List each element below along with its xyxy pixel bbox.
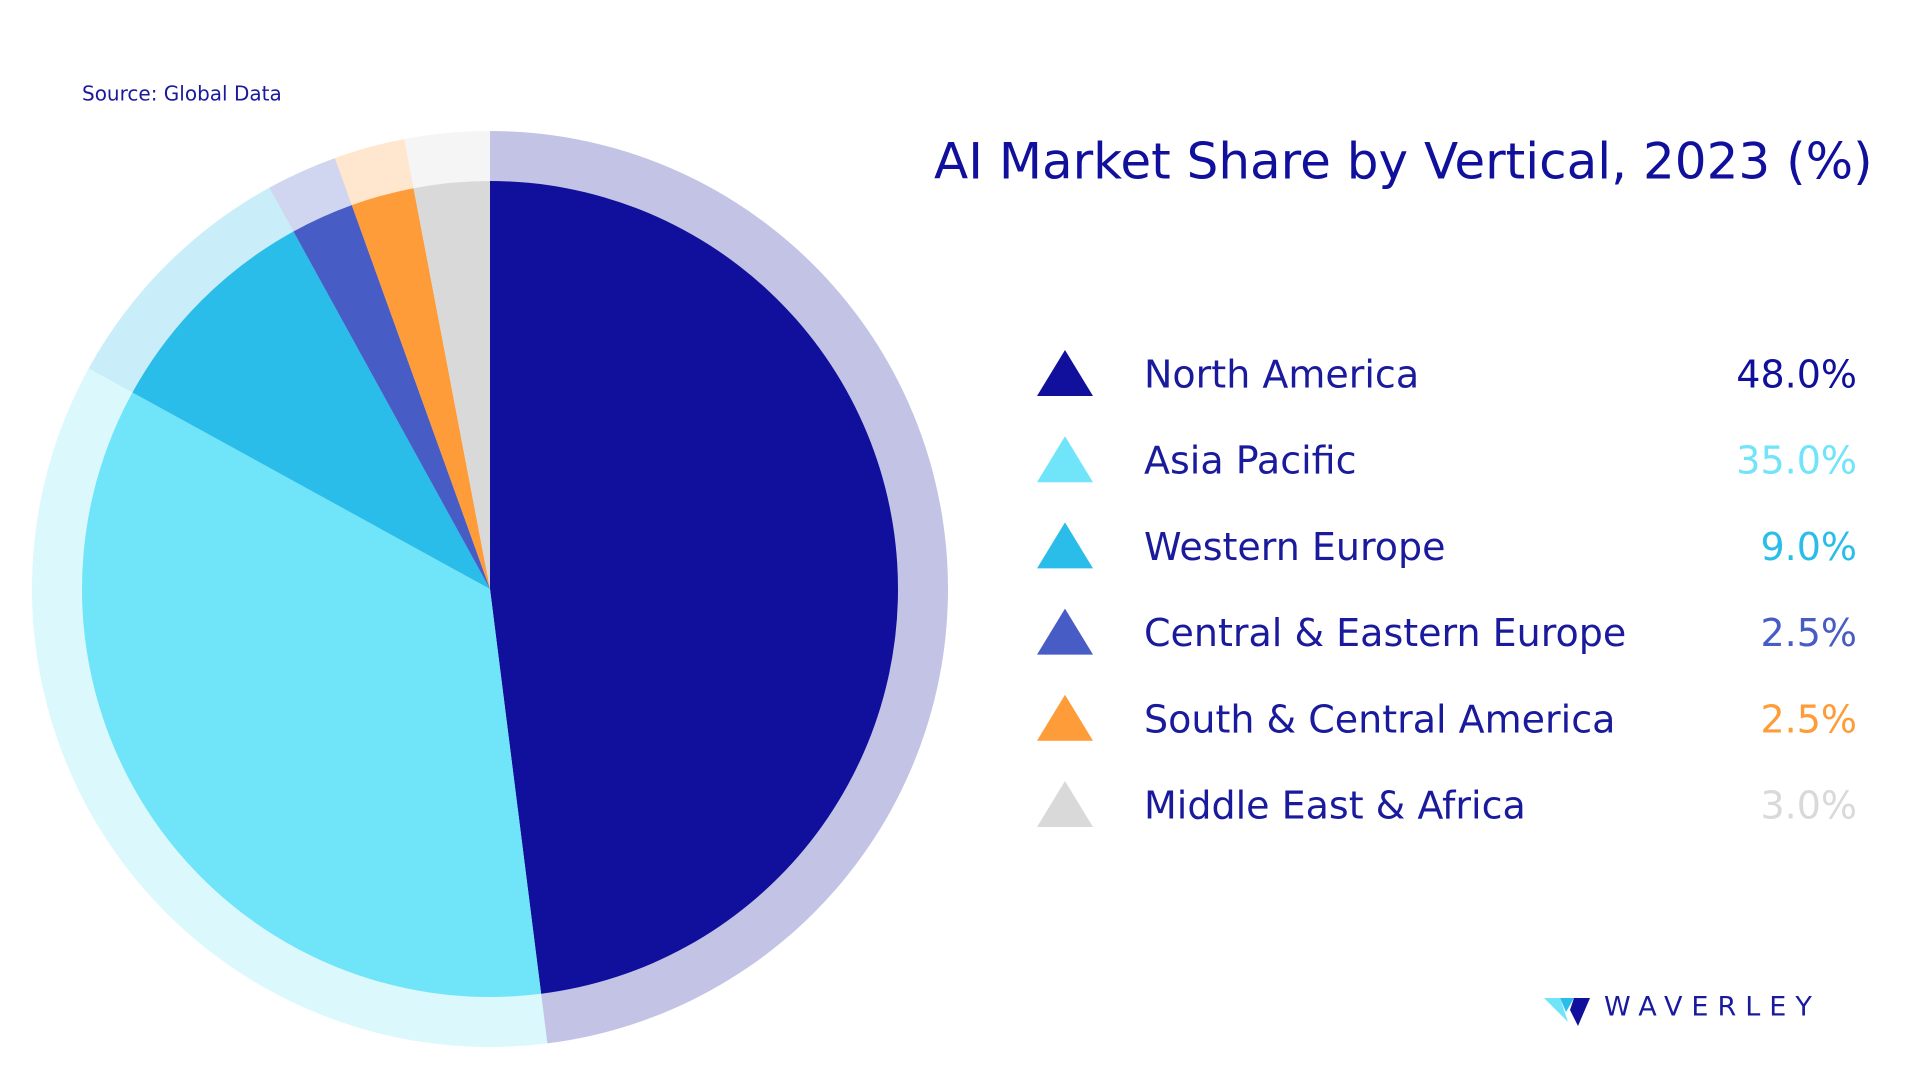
legend-marker	[1037, 608, 1093, 655]
pie-slice	[132, 231, 491, 590]
legend-label: Central & Eastern Europe	[1144, 611, 1626, 655]
legend-marker	[1037, 436, 1093, 483]
pie-slice	[293, 205, 490, 589]
chart-title: AI Market Share by Vertical, 2023 (%)	[934, 133, 1873, 191]
legend-marker	[1037, 694, 1093, 741]
value-label: 9.0%	[1760, 525, 1857, 569]
logo-mark	[1570, 998, 1590, 1026]
pie-slice	[351, 188, 490, 589]
legend-marker	[1037, 781, 1093, 827]
pie-slice	[413, 181, 490, 589]
logo-mark	[1560, 998, 1574, 1012]
value-label: 3.0%	[1760, 784, 1857, 828]
legend-label: Asia Pacific	[1144, 439, 1357, 483]
value-label: 2.5%	[1760, 611, 1857, 655]
value-label: 35.0%	[1736, 439, 1857, 483]
pie-slice	[490, 181, 899, 994]
source-note: Source: Global Data	[82, 82, 282, 106]
pie-slice	[81, 392, 542, 998]
value-label: 48.0%	[1736, 353, 1857, 397]
legend-marker	[1037, 350, 1093, 396]
logo: WAVERLEY	[1544, 992, 1821, 1026]
value-label: 2.5%	[1760, 697, 1857, 741]
legend-label: Western Europe	[1144, 525, 1446, 569]
legend-marker	[1037, 522, 1093, 569]
legend-label: South & Central America	[1144, 697, 1615, 741]
legend-label: Middle East & Africa	[1144, 784, 1526, 828]
logo-text: WAVERLEY	[1604, 992, 1821, 1023]
logo-mark	[1544, 998, 1568, 1022]
legend-label: North America	[1144, 353, 1419, 397]
